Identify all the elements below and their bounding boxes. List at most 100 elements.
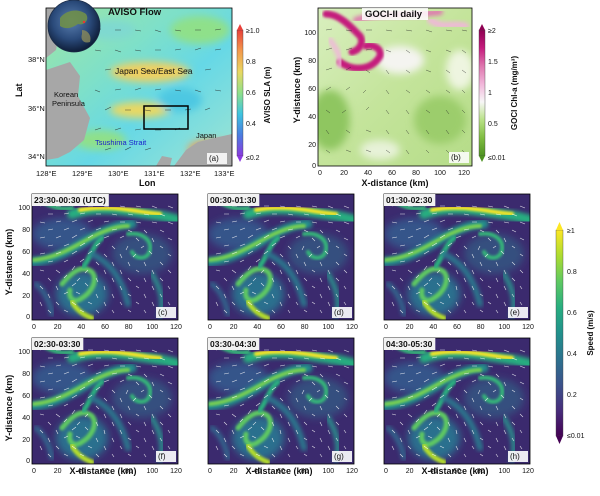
panel-letter: (e) bbox=[510, 308, 520, 317]
sla-colorbar-cap-bottom bbox=[237, 156, 243, 162]
panel-b-letter-bg bbox=[449, 152, 469, 163]
panel-letter-bg bbox=[332, 307, 352, 318]
sla-colorbar-ticks: ≥1.0 0.8 0.6 0.4 ≤0.2 bbox=[246, 28, 260, 162]
x-tick: 0 bbox=[318, 170, 322, 177]
x-tick: 120 bbox=[522, 468, 534, 475]
panel-letter-bg bbox=[156, 307, 176, 318]
panel-letter: (g) bbox=[334, 452, 344, 461]
x-tick: 60 bbox=[277, 468, 285, 475]
x-tick: 40 bbox=[77, 324, 85, 331]
x-tick: 0 bbox=[32, 324, 36, 331]
panel-letter-bg bbox=[508, 451, 528, 462]
speed-field bbox=[32, 194, 178, 320]
time-label: 02:30-03:30 bbox=[34, 339, 81, 349]
panel-a: AVISO Flow Japan Sea/East Sea Korean Pen… bbox=[14, 0, 272, 188]
x-tick: 40 bbox=[77, 468, 85, 475]
chl-tick: ≤0.01 bbox=[488, 155, 506, 162]
panel-a-title: AVISO Flow bbox=[108, 7, 162, 18]
panel-a-ylabel: Lat bbox=[14, 83, 24, 97]
y-tick: 0 bbox=[312, 163, 316, 170]
y-tick: 0 bbox=[26, 458, 30, 465]
x-tick: 120 bbox=[170, 468, 182, 475]
speed-ylabel-row1: Y-distance (km) bbox=[4, 229, 14, 296]
x-tick: 0 bbox=[384, 468, 388, 475]
x-tick: 60 bbox=[453, 468, 461, 475]
x-tick: 120 bbox=[458, 170, 470, 177]
lon-tick: 128°E bbox=[36, 169, 57, 178]
x-tick: 20 bbox=[230, 468, 238, 475]
speed-panels: 23:30-00:30 (UTC) (c) 0 20 40 60 80 100 120 100 80… bbox=[18, 193, 534, 475]
panel-letter-bg bbox=[332, 451, 352, 462]
y-tick: 0 bbox=[26, 314, 30, 321]
y-tick: 40 bbox=[22, 415, 30, 422]
x-tick: 80 bbox=[301, 468, 309, 475]
time-label-bg bbox=[208, 338, 260, 350]
panel-b: GOCI-II daily (b) 100 80 60 40 20 0 0 20… bbox=[292, 7, 519, 188]
peninsula-label-1: Korean bbox=[54, 90, 78, 99]
y-tick: 20 bbox=[308, 142, 316, 149]
panel-letter-bg bbox=[156, 451, 176, 462]
panel-b-yticks: 100 80 60 40 20 0 bbox=[304, 30, 316, 170]
x-tick: 20 bbox=[230, 324, 238, 331]
sla-tick: ≤0.2 bbox=[246, 155, 260, 162]
x-tick: 0 bbox=[208, 324, 212, 331]
y-tick: 20 bbox=[22, 437, 30, 444]
lon-tick: 132°E bbox=[180, 169, 201, 178]
y-tick: 80 bbox=[22, 227, 30, 234]
x-tick: 20 bbox=[54, 468, 62, 475]
x-tick: 100 bbox=[434, 170, 446, 177]
x-tick: 100 bbox=[498, 324, 510, 331]
sla-colorbar-label: AVISO SLA (m) bbox=[263, 66, 272, 123]
chl-tick: 1 bbox=[488, 90, 492, 97]
sla-tick: 0.6 bbox=[246, 90, 256, 97]
y-tick: 80 bbox=[22, 371, 30, 378]
y-tick: 100 bbox=[18, 349, 30, 356]
time-label: 00:30-01:30 bbox=[210, 195, 257, 205]
speed-colorbar-cap-top bbox=[556, 222, 563, 230]
x-tick: 80 bbox=[125, 468, 133, 475]
x-tick: 120 bbox=[522, 324, 534, 331]
speed-panel-frame bbox=[31, 337, 179, 465]
speed-xlabel-2: X-distance (km) bbox=[245, 466, 312, 476]
lat-tick: 36°N bbox=[28, 104, 45, 113]
y-tick: 100 bbox=[18, 205, 30, 212]
x-tick: 120 bbox=[170, 324, 182, 331]
y-tick: 40 bbox=[308, 114, 316, 121]
korean-peninsula-land bbox=[46, 62, 90, 160]
speed-panel: 01:30-02:30 (e) 0 20 40 60 80 100 120 bbox=[383, 193, 534, 331]
globe-inset bbox=[47, 0, 101, 53]
x-tick: 100 bbox=[146, 324, 158, 331]
speed-colorbar-label: Speed (m/s) bbox=[586, 310, 595, 356]
x-tick: 0 bbox=[32, 468, 36, 475]
panel-letter: (d) bbox=[334, 308, 344, 317]
time-label: 01:30-02:30 bbox=[386, 195, 433, 205]
time-label-bg bbox=[32, 338, 84, 350]
x-tick: 20 bbox=[406, 468, 414, 475]
x-tick: 60 bbox=[101, 468, 109, 475]
y-tick: 100 bbox=[304, 30, 316, 37]
x-tick: 120 bbox=[346, 468, 358, 475]
x-tick: 0 bbox=[208, 468, 212, 475]
sla-tick: ≥1.0 bbox=[246, 28, 260, 35]
x-tick: 100 bbox=[146, 468, 158, 475]
chl-features bbox=[318, 46, 472, 160]
x-tick: 80 bbox=[477, 324, 485, 331]
x-tick: 40 bbox=[429, 468, 437, 475]
panel-b-title-bg bbox=[362, 8, 428, 20]
time-label-bg bbox=[32, 194, 109, 206]
x-tick: 20 bbox=[340, 170, 348, 177]
speed-tick: 0.8 bbox=[567, 269, 577, 276]
speed-tick: ≤0.01 bbox=[567, 433, 585, 440]
chl-colorbar-cap-bottom bbox=[479, 156, 485, 162]
speed-field bbox=[384, 338, 530, 464]
lon-tick: 130°E bbox=[108, 169, 129, 178]
y-tick: 20 bbox=[22, 293, 30, 300]
panel-a-xlabel: Lon bbox=[139, 178, 156, 188]
speed-field bbox=[384, 194, 530, 320]
x-tick: 60 bbox=[101, 324, 109, 331]
panel-b-title: GOCI-II daily bbox=[365, 9, 423, 20]
speed-panel: 03:30-04:30 (g) 0 20 40 60 80 100 120 bbox=[207, 337, 358, 475]
lon-ticks: 128°E 129°E 130°E 131°E 132°E 133°E bbox=[36, 169, 235, 178]
speed-field bbox=[208, 338, 354, 464]
speed-tick: 0.2 bbox=[567, 392, 577, 399]
